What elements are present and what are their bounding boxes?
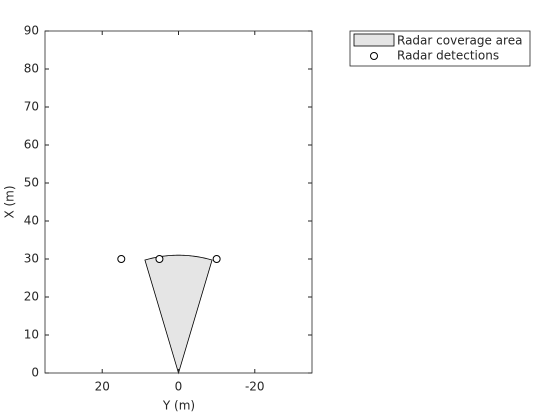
legend-label: Radar detections <box>397 49 499 63</box>
coverage-area <box>144 254 213 375</box>
y-tick-label: 60 <box>24 138 39 152</box>
detection-marker <box>155 255 164 263</box>
x-tick-label: 20 <box>95 380 110 394</box>
y-tick-label: 50 <box>24 176 39 190</box>
y-tick-label: 90 <box>24 24 39 38</box>
legend-patch <box>353 33 395 47</box>
y-tick-label: 10 <box>24 328 39 342</box>
x-tick-label: -20 <box>245 380 265 394</box>
y-tick-label: 30 <box>24 252 39 266</box>
y-tick-label: 70 <box>24 100 39 114</box>
y-tick-label: 20 <box>24 290 39 304</box>
y-tick-label: 0 <box>31 366 39 380</box>
detection-marker <box>212 255 221 263</box>
detection-marker <box>117 255 126 263</box>
legend-label: Radar coverage area <box>397 34 522 48</box>
y-tick-label: 80 <box>24 62 39 76</box>
y-tick-label: 40 <box>24 214 39 228</box>
y-axis-label: X (m) <box>3 185 17 218</box>
x-tick-label: 0 <box>175 380 183 394</box>
x-axis-label: Y (m) <box>162 399 195 413</box>
legend-marker <box>370 52 378 60</box>
